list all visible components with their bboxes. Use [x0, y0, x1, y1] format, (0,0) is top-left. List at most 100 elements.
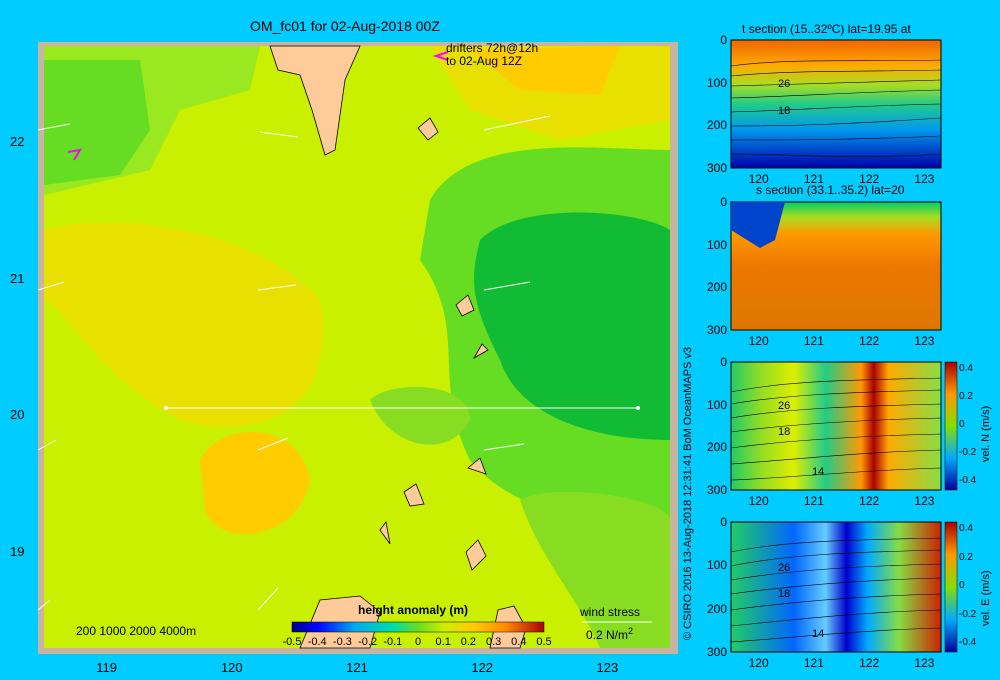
section-x-tick: 121: [803, 334, 824, 348]
vel-colorbar-tick: -0.2: [959, 447, 977, 458]
section-x-tick: 120: [748, 494, 769, 508]
section-y-tick: 300: [706, 645, 727, 659]
section-x-tick: 122: [859, 334, 880, 348]
contour-label: 18: [778, 105, 791, 117]
land-island: [417, 117, 439, 141]
main-title: OM_fc01 for 02-Aug-2018 00Z: [250, 18, 440, 34]
anomaly-region: [520, 491, 670, 648]
section-x-tick: 120: [748, 334, 769, 348]
contour-label: 26: [778, 562, 791, 574]
u-contours: [730, 537, 942, 643]
land-taiwan: [269, 45, 361, 156]
contour-label: 14: [812, 628, 825, 640]
v-colorbar-label: vel. N (m/s): [980, 405, 992, 462]
vel-colorbar-tick: 0.2: [959, 391, 973, 402]
colorbar-tick: 0.4: [511, 636, 527, 648]
section-y-tick: 200: [706, 440, 727, 455]
section-x-tick: 123: [914, 334, 935, 348]
section-x-tick: 121: [803, 494, 824, 508]
section-y-tick: 200: [706, 118, 727, 133]
wind-label: wind stress: [580, 605, 641, 619]
anomaly-region: [370, 386, 470, 445]
land-island: [467, 457, 487, 475]
u-colorbar: [944, 521, 958, 653]
map-x-tick: 121: [346, 660, 368, 675]
section-y-tick: 300: [706, 161, 727, 175]
wind-vectors: [37, 115, 551, 611]
t-section-plot: [730, 39, 942, 169]
map-y-tick: 21: [10, 270, 25, 286]
section-y-tick: 0: [720, 515, 727, 529]
contour-label: 26: [778, 400, 791, 412]
land-island: [455, 294, 475, 317]
u-colorbar-label: vel. E (m/s): [980, 570, 992, 626]
anomaly-region: [470, 46, 620, 95]
contour-label: 26: [778, 78, 791, 90]
section-line-end: [164, 406, 168, 410]
wind-scale-text: 0.2 N/m: [586, 628, 629, 642]
section-y-tick: 100: [706, 75, 727, 90]
s-section-title: s section (33.1..35.2) lat=20: [756, 183, 905, 197]
wind-scale: 0.2 N/m2: [586, 626, 633, 642]
vel-colorbar-tick: 0.2: [959, 551, 973, 563]
section-x-tick: 121: [803, 172, 824, 186]
land-island: [379, 521, 391, 545]
colorbar-tick: 0.2: [460, 636, 477, 648]
t-contours: [730, 59, 942, 157]
colorbar-tick: -0.5: [282, 636, 302, 648]
colorbar-tick: -0.4: [307, 636, 327, 648]
section-y-tick: 100: [706, 558, 727, 573]
depth-legend: 200 1000 2000 4000m: [76, 624, 197, 638]
anomaly-region: [44, 222, 323, 427]
section-x-tick: 122: [859, 656, 880, 670]
map-x-tick: 122: [471, 660, 494, 675]
section-x-tick: 120: [748, 172, 769, 186]
anomaly-region: [474, 212, 670, 440]
colorbar-tick: 0: [414, 636, 422, 648]
drifters-label-1: drifters 72h@12h: [446, 41, 539, 55]
wind-scale-sup: 2: [628, 626, 634, 636]
section-y-tick: 200: [706, 601, 727, 616]
land-island: [472, 343, 489, 360]
vel-colorbar-tick: -0.2: [959, 608, 977, 620]
map-y-tick: 22: [10, 133, 25, 149]
vel-colorbar-tick: -0.4: [959, 475, 977, 486]
section-x-tick: 123: [914, 656, 935, 670]
map-y-tick: 20: [10, 407, 25, 423]
contour-label: 18: [778, 588, 791, 600]
section-x-tick: 120: [748, 656, 769, 670]
section-line-end: [636, 406, 640, 410]
map-x-tick: 120: [220, 660, 243, 675]
vel-colorbar-tick: -0.4: [959, 637, 977, 648]
anomaly-region: [200, 432, 310, 534]
colorbar-tick: -0.2: [358, 636, 378, 648]
map-x-tick: 123: [596, 660, 619, 675]
u-section-plot: [730, 521, 942, 653]
colorbar-title: height anomaly (m): [358, 603, 469, 617]
section-y-tick: 0: [720, 195, 727, 209]
v-contours: [730, 377, 942, 481]
section-y-tick: 300: [706, 483, 727, 497]
contour-label: 18: [778, 426, 791, 438]
land-island: [403, 483, 425, 507]
section-x-tick: 122: [859, 172, 880, 186]
colorbar-tick: 0.5: [536, 636, 552, 648]
section-x-tick: 121: [803, 656, 824, 670]
section-x-tick: 123: [914, 172, 935, 186]
colorbar-tick: -0.1: [383, 636, 403, 648]
v-section-plot: [730, 361, 942, 491]
colorbar-tick: 0.3: [485, 636, 502, 648]
drifter-marker: [67, 148, 82, 161]
map-y-tick: 19: [10, 544, 25, 560]
colorbar-tick: 0.1: [435, 636, 451, 648]
section-y-tick: 100: [706, 397, 727, 412]
vel-colorbar-tick: 0.4: [959, 363, 973, 374]
drifter-marker: [432, 51, 449, 61]
section-y-tick: 200: [706, 280, 727, 295]
s-fresh-patch: [731, 202, 785, 248]
section-y-tick: 0: [720, 355, 727, 369]
vel-colorbar-tick: 0: [959, 419, 965, 430]
contour-label: 14: [812, 466, 825, 478]
section-x-tick: 123: [914, 494, 935, 508]
